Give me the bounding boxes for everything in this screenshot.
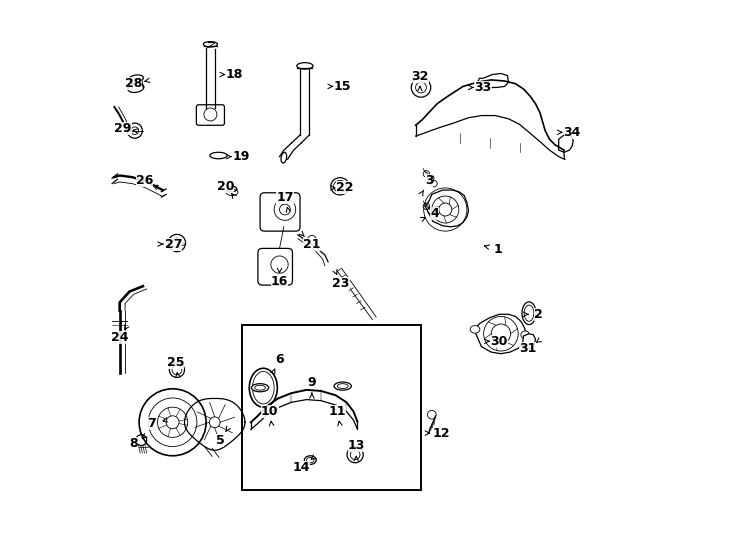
Text: 1: 1 [493, 243, 502, 256]
Circle shape [411, 78, 431, 97]
Text: 18: 18 [226, 68, 244, 81]
Text: 31: 31 [519, 342, 537, 355]
Text: 8: 8 [129, 437, 138, 450]
Text: 32: 32 [411, 70, 429, 83]
Text: 26: 26 [136, 174, 153, 187]
Ellipse shape [297, 63, 313, 69]
Ellipse shape [334, 382, 352, 390]
Text: 10: 10 [261, 405, 278, 418]
Text: 9: 9 [308, 376, 316, 389]
Text: 14: 14 [292, 461, 310, 474]
FancyBboxPatch shape [197, 105, 225, 125]
Text: 20: 20 [217, 180, 234, 193]
Text: 2: 2 [534, 308, 543, 321]
Text: 29: 29 [115, 122, 131, 135]
Polygon shape [559, 134, 573, 152]
Text: 22: 22 [335, 181, 353, 194]
Ellipse shape [203, 42, 217, 47]
Ellipse shape [521, 331, 529, 339]
Text: 19: 19 [233, 150, 250, 163]
Ellipse shape [252, 383, 269, 392]
Text: 12: 12 [433, 427, 450, 440]
FancyBboxPatch shape [260, 193, 300, 231]
Polygon shape [474, 314, 526, 354]
Ellipse shape [470, 326, 480, 333]
Ellipse shape [227, 186, 237, 192]
Text: 24: 24 [111, 331, 128, 344]
Ellipse shape [522, 302, 536, 325]
Bar [241, 325, 421, 490]
Text: 11: 11 [329, 405, 346, 418]
Circle shape [209, 417, 220, 428]
Text: 16: 16 [271, 275, 288, 288]
FancyBboxPatch shape [258, 248, 292, 285]
Text: 6: 6 [275, 353, 284, 366]
Text: 23: 23 [333, 277, 350, 290]
Text: 13: 13 [347, 439, 365, 452]
Text: 27: 27 [165, 238, 183, 251]
Text: 17: 17 [276, 191, 294, 204]
Text: 33: 33 [474, 81, 492, 94]
Text: 28: 28 [125, 77, 142, 90]
Polygon shape [523, 334, 536, 348]
Text: 25: 25 [167, 356, 184, 369]
Ellipse shape [281, 152, 287, 163]
Text: 34: 34 [564, 126, 581, 139]
Ellipse shape [305, 456, 316, 464]
Circle shape [347, 447, 363, 463]
Text: 7: 7 [147, 417, 156, 430]
Ellipse shape [128, 75, 143, 83]
Text: 4: 4 [430, 207, 439, 220]
Text: 5: 5 [216, 434, 225, 447]
Polygon shape [479, 73, 509, 87]
Text: 30: 30 [490, 335, 508, 348]
Text: 21: 21 [303, 238, 321, 251]
Text: 3: 3 [425, 174, 433, 187]
Text: 15: 15 [334, 80, 352, 93]
